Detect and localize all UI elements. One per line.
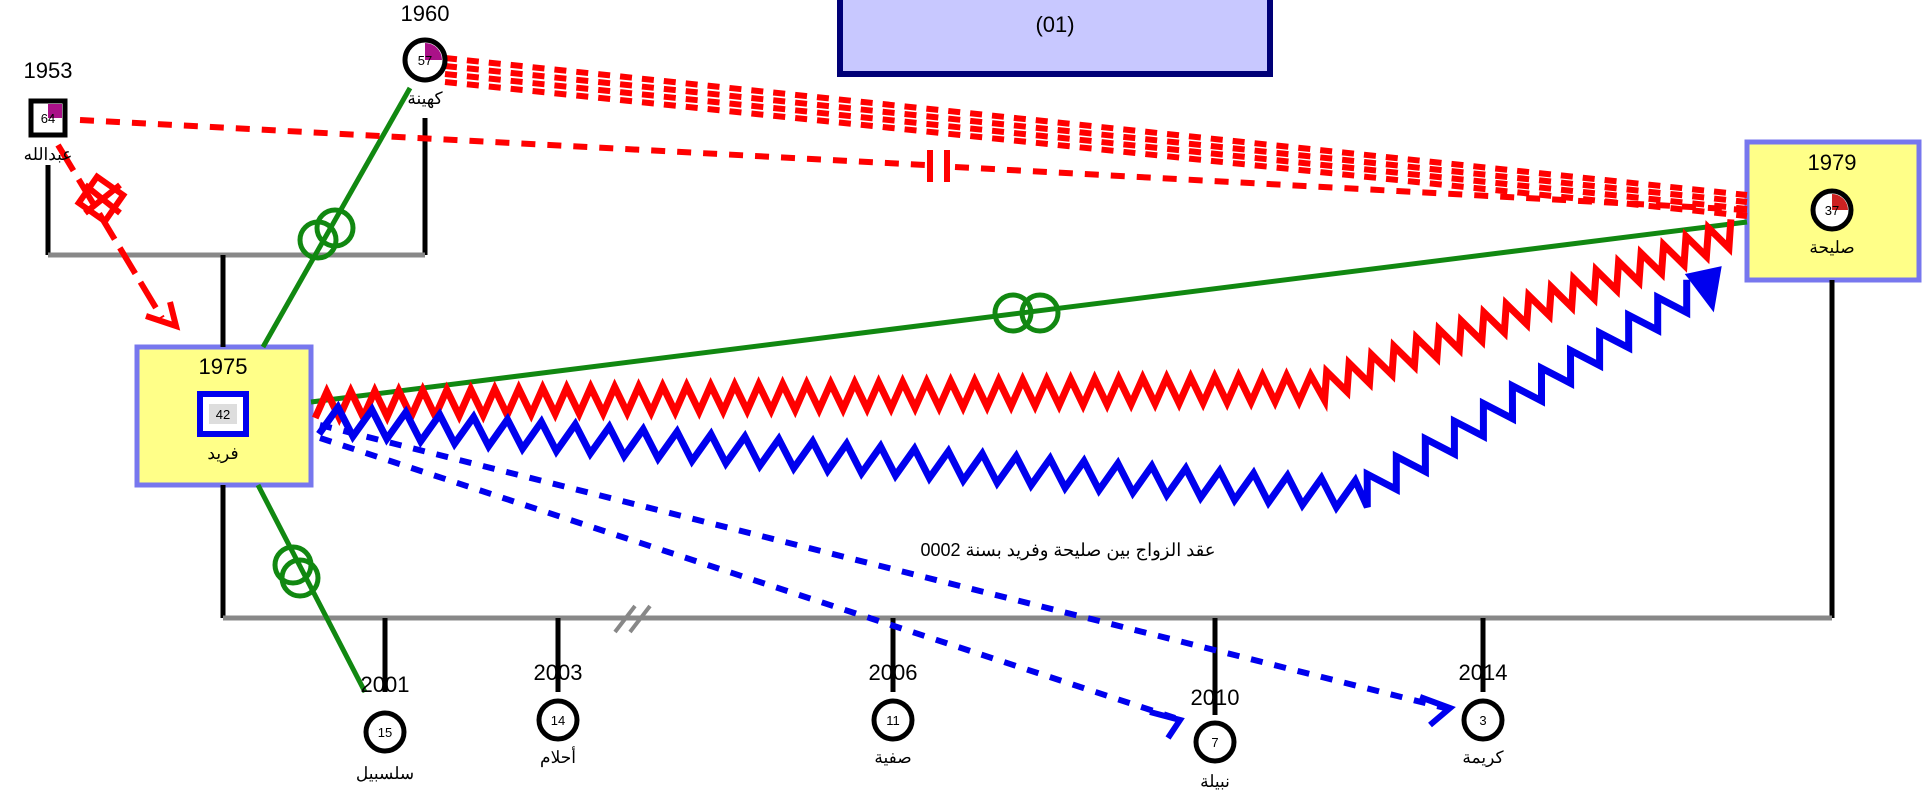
female-symbol [363, 710, 407, 754]
age-label: 7 [1211, 735, 1218, 750]
abuse-line-abdallah-farid [55, 143, 165, 320]
person-name: كهينة [407, 89, 443, 109]
person-kahina[interactable]: 57 1960 كهينة [401, 1, 450, 109]
age-background [209, 404, 237, 424]
hostile-relationships [55, 55, 1748, 426]
birth-year: 2001 [361, 672, 410, 697]
birth-year: 2003 [534, 660, 583, 685]
female-symbol [1193, 720, 1237, 764]
birth-year: 1979 [1808, 150, 1857, 175]
title-box: (01) [837, 0, 1273, 77]
age-label: 42 [216, 407, 230, 422]
age-label: 37 [1825, 203, 1839, 218]
title-line2: (01) [1035, 12, 1074, 37]
female-symbol [871, 698, 915, 742]
person-ahlam[interactable]: 14 2003 أحلام [534, 660, 583, 768]
age-label: 11 [886, 713, 900, 728]
person-nabila[interactable]: 7 2010 نبيلة [1191, 685, 1240, 791]
close-ring-4 [1019, 292, 1061, 334]
health-indicator [48, 104, 62, 118]
person-name: كريمة [1462, 748, 1504, 768]
birth-year: 2010 [1191, 685, 1240, 710]
focused-line-farid-karima [319, 422, 1446, 711]
focused-arrowhead-karima [1418, 694, 1456, 728]
close-relationships [255, 86, 1748, 694]
distant-line-kahina-saliha-3 [444, 71, 1748, 212]
person-name: عبدالله [24, 145, 73, 164]
birth-year: 1953 [24, 58, 73, 83]
close-ring-3 [992, 292, 1034, 334]
divorce-slash-1 [613, 604, 637, 634]
age-label: 57 [418, 53, 432, 68]
person-name: نبيلة [1200, 772, 1230, 791]
person-farid[interactable]: 42 1975 فريد [197, 354, 249, 464]
abuse-zigzag-farid-saliha [316, 279, 1691, 515]
birth-year: 2014 [1459, 660, 1508, 685]
male-symbol [197, 391, 249, 437]
female-symbol [536, 698, 580, 742]
distant-line-abdallah-saliha [79, 117, 926, 168]
abuse-zigzag-arrowhead [1684, 266, 1722, 313]
age-label: 64 [41, 111, 55, 126]
close-ring-6 [279, 557, 321, 599]
female-symbol [1461, 698, 1505, 742]
person-salsabil[interactable]: 15 2001 سلسبيل [356, 672, 414, 783]
person-name: فريد [207, 444, 238, 464]
person-karima[interactable]: 3 2014 كريمة [1459, 660, 1508, 768]
person-name: صليحة [1809, 238, 1854, 257]
blue-relationships [316, 266, 1722, 740]
close-line-farid-kahina [260, 86, 413, 349]
abuse-x-2 [83, 182, 122, 216]
birth-year: 1960 [401, 1, 450, 26]
divorce-slash-2 [628, 604, 652, 634]
person-safia[interactable]: 11 2006 صفية [869, 660, 918, 767]
age-label: 14 [551, 713, 565, 728]
age-label: 3 [1479, 713, 1486, 728]
close-ring-2 [314, 207, 356, 249]
health-indicator [1832, 194, 1848, 210]
birth-year: 1975 [199, 354, 248, 379]
focused-line-farid-nabila [319, 435, 1176, 721]
person-name: صفية [874, 748, 911, 767]
abuse-arrowhead [145, 301, 181, 331]
hostile-zigzag-farid-saliha [311, 219, 1735, 426]
health-indicator [425, 43, 442, 60]
person-saliha[interactable]: 37 1979 صليحة [1808, 150, 1857, 257]
title-box-frame [837, 0, 1273, 77]
people-layer: 641953عبدالله571960كهينة421975فريد371979… [24, 1, 1857, 791]
distant-line-kahina-saliha-2 [444, 63, 1748, 205]
age-label: 15 [378, 725, 392, 740]
focused-arrowhead-nabila [1149, 709, 1185, 740]
birth-year: 2006 [869, 660, 918, 685]
person-name: سلسبيل [356, 764, 414, 783]
person-abdallah[interactable]: 64 1953 عبدالله [24, 58, 73, 164]
distant-line-kahina-saliha-4 [444, 79, 1748, 219]
person-name: أحلام [540, 746, 576, 768]
marriage-annotation: عقد الزواج بين صليحة وفريد بسنة 0002 [921, 540, 1216, 561]
